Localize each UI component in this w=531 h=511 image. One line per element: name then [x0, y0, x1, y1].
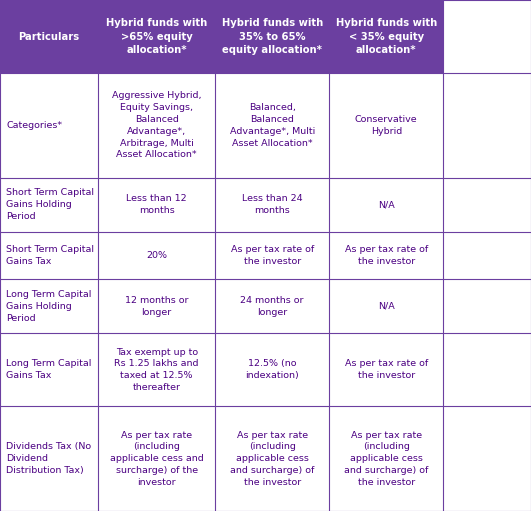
Bar	[329, 231, 443, 280]
Text: 12 months or
longer: 12 months or longer	[125, 296, 189, 317]
Text: Aggressive Hybrid,
Equity Savings,
Balanced
Advantage*,
Arbitrage, Multi
Asset A: Aggressive Hybrid, Equity Savings, Balan…	[112, 91, 201, 159]
Bar	[329, 0, 443, 73]
Bar	[215, 280, 329, 333]
Bar	[98, 333, 215, 406]
Text: As per tax rate of
the investor: As per tax rate of the investor	[345, 359, 428, 380]
Text: Short Term Capital
Gains Tax: Short Term Capital Gains Tax	[6, 245, 95, 266]
Bar	[0, 231, 98, 280]
Bar	[215, 0, 329, 73]
Bar	[215, 406, 329, 511]
Text: 24 months or
longer: 24 months or longer	[241, 296, 304, 317]
Text: As per tax rate
(including
applicable cess
and surcharge) of
the investor: As per tax rate (including applicable ce…	[230, 431, 314, 487]
Bar	[0, 406, 98, 511]
Text: Tax exempt up to
Rs 1.25 lakhs and
taxed at 12.5%
thereafter: Tax exempt up to Rs 1.25 lakhs and taxed…	[114, 347, 199, 392]
Text: As per tax rate
(including
applicable cess
and surcharge) of
the investor: As per tax rate (including applicable ce…	[344, 431, 429, 487]
Text: Hybrid funds with
35% to 65%
equity allocation*: Hybrid funds with 35% to 65% equity allo…	[221, 18, 323, 55]
Text: Balanced,
Balanced
Advantage*, Multi
Asset Allocation*: Balanced, Balanced Advantage*, Multi Ass…	[229, 103, 315, 148]
Text: Hybrid funds with
< 35% equity
allocation*: Hybrid funds with < 35% equity allocatio…	[336, 18, 437, 55]
Bar	[215, 333, 329, 406]
Text: Categories*: Categories*	[6, 121, 63, 130]
Bar	[0, 178, 98, 231]
Bar	[98, 0, 215, 73]
Text: As per tax rate of
the investor: As per tax rate of the investor	[230, 245, 314, 266]
Bar	[0, 73, 98, 178]
Text: N/A: N/A	[378, 302, 395, 311]
Text: 12.5% (no
indexation): 12.5% (no indexation)	[245, 359, 299, 380]
Bar	[0, 333, 98, 406]
Text: As per tax rate of
the investor: As per tax rate of the investor	[345, 245, 428, 266]
Bar	[98, 231, 215, 280]
Bar	[98, 406, 215, 511]
Text: Short Term Capital
Gains Holding
Period: Short Term Capital Gains Holding Period	[6, 189, 95, 221]
Bar	[329, 406, 443, 511]
Text: Less than 12
months: Less than 12 months	[126, 194, 187, 215]
Bar	[98, 280, 215, 333]
Bar	[98, 73, 215, 178]
Bar	[215, 231, 329, 280]
Text: N/A: N/A	[378, 200, 395, 209]
Text: Conservative
Hybrid: Conservative Hybrid	[355, 115, 417, 136]
Text: Long Term Capital
Gains Holding
Period: Long Term Capital Gains Holding Period	[6, 290, 92, 322]
Bar	[215, 178, 329, 231]
Text: Hybrid funds with
>65% equity
allocation*: Hybrid funds with >65% equity allocation…	[106, 18, 207, 55]
Text: As per tax rate
(including
applicable cess and
surcharge) of the
investor: As per tax rate (including applicable ce…	[110, 431, 203, 487]
Bar	[329, 280, 443, 333]
Text: Long Term Capital
Gains Tax: Long Term Capital Gains Tax	[6, 359, 92, 380]
Text: Particulars: Particulars	[19, 32, 80, 41]
Bar	[329, 73, 443, 178]
Bar	[0, 280, 98, 333]
Bar	[329, 178, 443, 231]
Bar	[215, 73, 329, 178]
Bar	[329, 333, 443, 406]
Text: Less than 24
months: Less than 24 months	[242, 194, 303, 215]
Bar	[98, 178, 215, 231]
Text: 20%: 20%	[146, 251, 167, 260]
Bar	[0, 0, 98, 73]
Text: Dividends Tax (No
Dividend
Distribution Tax): Dividends Tax (No Dividend Distribution …	[6, 443, 91, 475]
